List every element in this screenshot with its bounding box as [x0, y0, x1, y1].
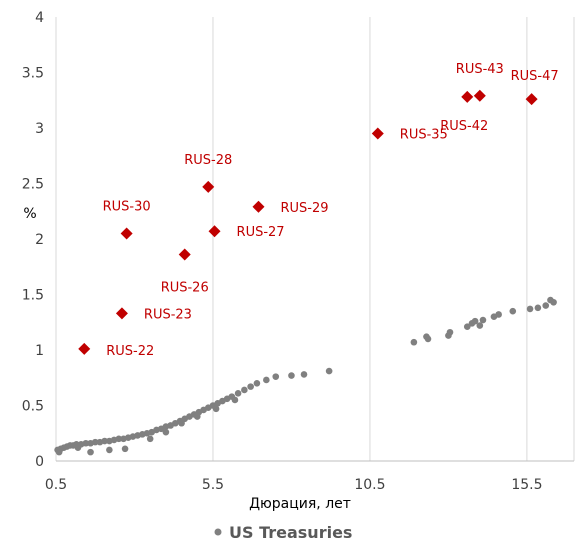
point-rus-30 — [120, 227, 133, 240]
label-rus-23: RUS-23 — [144, 307, 192, 322]
us-treasury-point — [263, 376, 270, 384]
us-treasury-point — [476, 322, 484, 329]
us-treasury-point — [55, 448, 63, 456]
vertical-gridlines — [55, 17, 575, 461]
y-tick-label: 1.5 — [22, 288, 44, 304]
us-treasury-point — [471, 317, 479, 325]
us-treasury-point — [325, 367, 333, 375]
us-treasury-point — [101, 437, 108, 445]
label-rus-35: RUS-35 — [400, 128, 448, 143]
x-axis-title: Дюрация, лет — [249, 496, 351, 512]
label-rus-42: RUS-42 — [440, 119, 488, 134]
x-tick-label: 5.5 — [202, 477, 224, 493]
us-treasury-point — [178, 419, 185, 427]
legend-marker-us-treasuries — [214, 528, 222, 536]
label-rus-28: RUS-28 — [184, 153, 232, 168]
russia-bonds-series: RUS-22 RUS-23 RUS-26 RUS-27 RUS-28 RUS-29 RUS-… — [78, 62, 559, 359]
us-treasury-point — [193, 413, 201, 420]
x-axis-ticks: 0.5 5.5 10.5 15.5 — [45, 477, 543, 493]
label-rus-30: RUS-30 — [103, 199, 151, 214]
point-rus-29 — [252, 200, 265, 213]
us-treasury-point — [91, 438, 99, 446]
us-treasury-point — [479, 316, 487, 324]
us-treasury-point — [534, 304, 542, 312]
point-rus-28 — [202, 180, 215, 193]
us-treasury-point — [550, 298, 557, 306]
label-rus-26: RUS-26 — [161, 281, 209, 296]
label-rus-43: RUS-43 — [456, 62, 504, 77]
us-treasury-point — [247, 383, 254, 390]
y-tick-label: 4 — [35, 10, 44, 26]
point-rus-22 — [78, 342, 91, 355]
us-treasury-point — [495, 311, 502, 318]
us-treasury-point — [87, 448, 94, 456]
us-treasury-point — [424, 335, 432, 343]
point-rus-43 — [473, 89, 486, 102]
us-treasury-point — [121, 445, 129, 453]
us-treasuries-series — [54, 296, 557, 456]
point-rus-42 — [461, 90, 474, 103]
us-treasury-point — [446, 328, 454, 336]
point-rus-26 — [178, 248, 191, 261]
us-treasury-point — [526, 305, 534, 313]
us-treasury-point — [162, 428, 170, 436]
us-treasury-point — [74, 444, 82, 451]
us-treasury-point — [253, 380, 261, 387]
us-treasury-point — [106, 446, 113, 454]
us-treasury-point — [82, 439, 90, 447]
y-tick-label: 3.5 — [22, 66, 44, 82]
us-treasury-point — [241, 386, 248, 394]
point-rus-47 — [525, 93, 538, 106]
us-treasury-point — [146, 435, 154, 443]
point-rus-27 — [208, 225, 221, 238]
us-treasury-point — [115, 435, 123, 443]
us-treasury-point — [300, 371, 308, 378]
x-tick-label: 10.5 — [354, 477, 385, 493]
us-treasury-point — [234, 389, 242, 397]
us-treasury-point — [231, 396, 239, 404]
legend: US Treasuries — [214, 523, 352, 542]
label-rus-22: RUS-22 — [106, 344, 154, 359]
label-rus-27: RUS-27 — [237, 225, 285, 240]
x-tick-label: 15.5 — [511, 477, 542, 493]
y-axis-ticks: 0 0.5 1 1.5 2 2.5 3 3.5 4 — [22, 10, 44, 470]
us-treasury-point — [272, 373, 280, 380]
point-rus-35 — [371, 127, 384, 140]
us-treasury-point — [509, 307, 517, 315]
us-treasury-point — [410, 338, 418, 346]
legend-label-us-treasuries: US Treasuries — [229, 523, 352, 542]
y-tick-label: 2.5 — [22, 177, 44, 193]
label-rus-29: RUS-29 — [280, 201, 328, 216]
us-treasury-point — [212, 405, 220, 413]
y-tick-label: 0 — [35, 454, 44, 470]
x-tick-label: 0.5 — [45, 477, 67, 493]
y-tick-label: 1 — [35, 343, 44, 359]
point-rus-23 — [115, 307, 128, 320]
label-rus-47: RUS-47 — [511, 69, 559, 84]
y-tick-label: 2 — [35, 232, 44, 248]
us-treasury-point — [288, 372, 295, 379]
us-treasury-point — [542, 302, 550, 309]
us-treasury-point — [463, 323, 471, 330]
y-tick-label: 0.5 — [22, 399, 44, 415]
y-axis-title: % — [23, 206, 36, 222]
y-tick-label: 3 — [35, 121, 44, 137]
